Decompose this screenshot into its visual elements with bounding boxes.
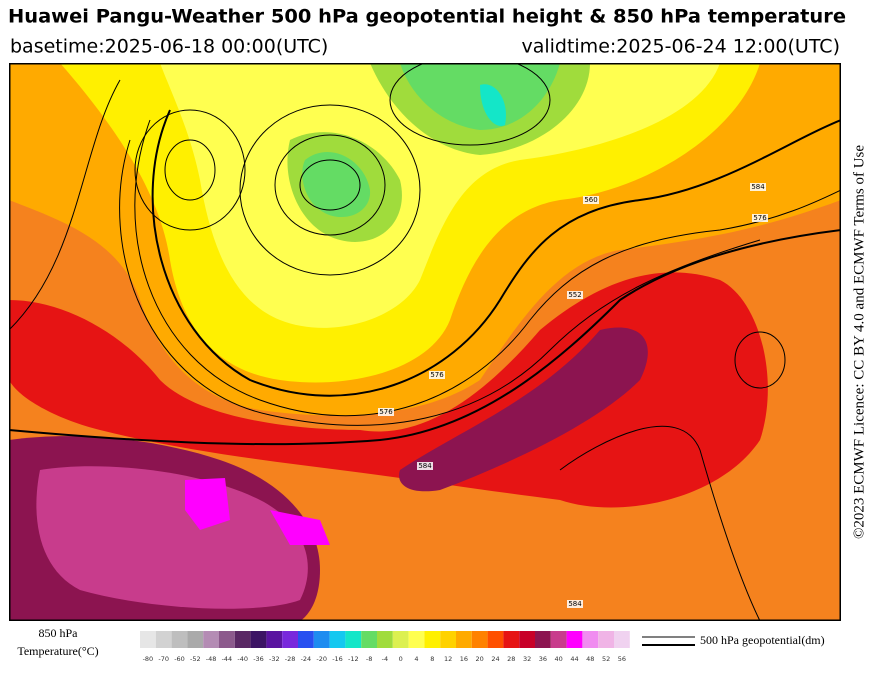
temp-area [400, 63, 560, 130]
colorbar-swatch [282, 631, 298, 648]
colorbar-tick-label: -80 [143, 655, 154, 663]
colorbar-tick-label: -16 [332, 655, 343, 663]
colorbar-swatch [329, 631, 346, 648]
colorbar-tick-label: -8 [366, 655, 372, 663]
colorbar-title: Temperature(°C) [17, 644, 98, 658]
contour-label: 576 [379, 408, 393, 416]
colorbar-tick-label: -28 [285, 655, 296, 663]
colorbar-title: 850 hPa [39, 626, 79, 640]
colorbar-tick-label: -36 [253, 655, 264, 663]
colorbar-swatch [440, 631, 456, 648]
basetime: basetime:2025-06-18 00:00(UTC) [10, 36, 328, 58]
colorbar-swatch [614, 631, 630, 648]
colorbar-swatch [171, 631, 188, 648]
colorbar-swatch [187, 631, 204, 648]
colorbar-swatch [361, 631, 377, 648]
colorbar-swatch [203, 631, 219, 648]
colorbar-tick-label: -4 [382, 655, 388, 663]
colorbar-tick-label: 56 [618, 655, 626, 663]
colorbar-tick-label: 24 [491, 655, 499, 663]
contour-label-bg [429, 371, 445, 379]
colorbar-tick-label: 4 [414, 655, 418, 663]
contour-label: 576 [753, 214, 767, 222]
contour-label-bg [378, 408, 394, 416]
temp-area [9, 272, 768, 508]
map [9, 63, 841, 621]
contour-label: 552 [568, 291, 581, 299]
colorbar-tick-label: 44 [570, 655, 578, 663]
colorbar-tick-label: 8 [430, 655, 434, 663]
colorbar-tick-label: -20 [316, 655, 327, 663]
colorbar-swatch [266, 631, 283, 648]
contour-label-bg [417, 462, 433, 470]
colorbar-tick-label: -60 [174, 655, 185, 663]
colorbar-tick-label: 36 [539, 655, 547, 663]
contour-label-bg [567, 600, 583, 608]
colorbar-tick-label: -40 [237, 655, 248, 663]
colorbar-swatch [535, 631, 551, 648]
colorbar-tick-label: -44 [222, 655, 233, 663]
colorbar-tick-label: 16 [460, 655, 468, 663]
colorbar-tick-label: 12 [444, 655, 452, 663]
colorbar-swatch [408, 631, 425, 648]
contours [9, 63, 841, 621]
title: Huawei Pangu-Weather 500 hPa geopotentia… [8, 6, 846, 28]
colorbar-swatch [250, 631, 267, 648]
legend-label: 500 hPa geopotential(dm) [700, 633, 825, 647]
license: ©2023 ECMWF Licence: CC BY 4.0 and ECMWF… [851, 145, 867, 539]
colorbar-swatch [234, 631, 251, 648]
colorbar-swatch [487, 631, 504, 648]
colorbar-tick-label: -24 [301, 655, 312, 663]
contour-label-bg [752, 214, 768, 222]
colorbar-swatch [219, 631, 235, 648]
colorbar-tick-label: 52 [602, 655, 610, 663]
colorbar-swatch [582, 631, 599, 648]
colorbar-swatch [392, 631, 409, 648]
colorbar-tick-label: 48 [586, 655, 594, 663]
colorbar-swatch [519, 631, 535, 648]
colorbar-tick-label: 20 [476, 655, 484, 663]
contour-label: 584 [418, 462, 432, 470]
colorbar-tick-label: -48 [206, 655, 217, 663]
temp-area [185, 478, 330, 545]
contour-label-bg [750, 183, 766, 191]
contour-label: 584 [751, 183, 765, 191]
colorbar-swatch [424, 631, 441, 648]
colorbar-tick-label: -12 [348, 655, 359, 663]
temp-area [160, 63, 720, 328]
colorbar-tick-label: -52 [190, 655, 201, 663]
contour-label-bg [583, 196, 599, 204]
colorbar-tick-label: 0 [399, 655, 403, 663]
colorbar-swatch [566, 631, 583, 648]
colorbar-tick-label: 32 [523, 655, 531, 663]
contour-label: 584 [568, 600, 582, 608]
colorbar-swatch [598, 631, 614, 648]
contour-label: 560 [584, 196, 597, 204]
colorbar-tick-label: -32 [269, 655, 280, 663]
colorbar-swatch [313, 631, 330, 648]
colorbar-swatch [471, 631, 488, 648]
colorbar-tick-label: 28 [507, 655, 515, 663]
temp-area [399, 327, 648, 492]
colorbar-swatch [503, 631, 520, 648]
colorbar-swatch [456, 631, 472, 648]
colorbar-tick-label: 40 [555, 655, 563, 663]
colorbar-swatch [377, 631, 393, 648]
temp-area [36, 466, 308, 609]
colorbar-swatch [550, 631, 567, 648]
contour-label-bg [567, 291, 583, 299]
colorbar-swatch [140, 631, 156, 648]
colorbar-swatch [155, 631, 172, 648]
colorbar-swatch [298, 631, 314, 648]
validtime: validtime:2025-06-24 12:00(UTC) [521, 36, 840, 58]
colorbar-tick-label: -70 [158, 655, 169, 663]
colorbar-swatch [345, 631, 362, 648]
contour-labels: 552 560 576 576 584 584 584 576 [378, 183, 768, 608]
contour-label: 576 [430, 371, 444, 379]
temp-area [480, 84, 506, 126]
